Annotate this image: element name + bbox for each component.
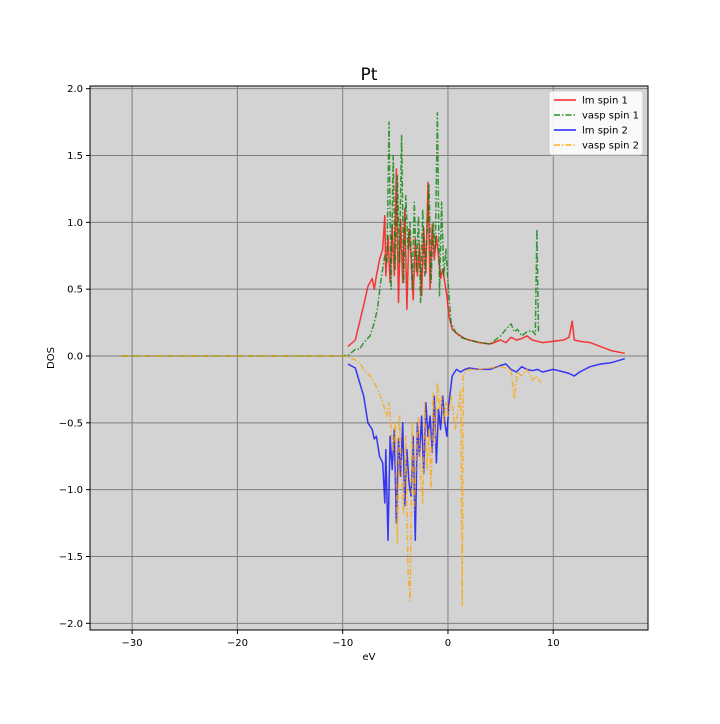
y-tick-label: 2.0 (67, 84, 83, 95)
x-tick-label: −20 (227, 638, 248, 649)
x-tick-label: 0 (445, 638, 451, 649)
x-tick-label: 10 (547, 638, 560, 649)
chart-title: Pt (361, 65, 378, 85)
series-vasp-spin-1-line (121, 111, 540, 357)
series-vasp-spin-2-line (121, 355, 542, 607)
y-tick-label: 1.5 (67, 151, 83, 162)
y-tick-label: −0.5 (59, 418, 83, 429)
legend: lm spin 1 vasp spin 1 lm spin 2 vasp spin 2 (548, 90, 644, 156)
legend-entry-label: vasp spin 2 (582, 141, 639, 152)
plot-area (90, 86, 648, 630)
x-tick-label: −30 (122, 638, 143, 649)
legend-box (548, 90, 644, 156)
x-tick-label: −10 (332, 638, 353, 649)
y-tick-label: −2.0 (59, 619, 83, 630)
y-tick-label: −1.0 (59, 485, 83, 496)
y-tick-label: 0.0 (67, 351, 83, 362)
y-tick-label: 0.5 (67, 285, 83, 296)
legend-entry-label: lm spin 2 (582, 126, 628, 137)
legend-entry-label: lm spin 1 (582, 96, 628, 107)
legend-entry-label: vasp spin 1 (582, 111, 639, 122)
y-tick-label: 1.0 (67, 218, 83, 229)
grid (90, 86, 648, 630)
y-tick-label: −1.5 (59, 552, 83, 563)
y-axis-label: DOS (46, 347, 57, 369)
axis-ticks: −30 −20 −10 0 10 −2.0 −1.5 −1.0 −0.5 0.0 0.5 1.0 1.5… (59, 84, 560, 649)
plot-frame (89, 85, 649, 631)
x-axis-label: eV (363, 652, 376, 663)
series-lines (121, 111, 626, 607)
